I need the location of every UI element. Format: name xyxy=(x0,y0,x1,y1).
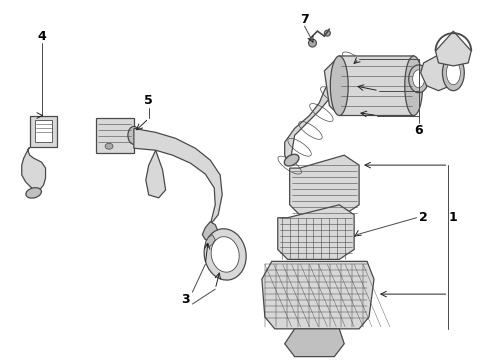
Ellipse shape xyxy=(204,229,246,280)
Ellipse shape xyxy=(324,30,330,36)
Polygon shape xyxy=(22,147,46,192)
Text: 2: 2 xyxy=(419,211,428,224)
Ellipse shape xyxy=(413,70,425,88)
Ellipse shape xyxy=(330,56,348,116)
Text: 4: 4 xyxy=(37,30,46,42)
Polygon shape xyxy=(278,205,354,260)
Ellipse shape xyxy=(309,39,317,47)
Ellipse shape xyxy=(446,61,460,85)
Polygon shape xyxy=(205,235,215,247)
Text: 7: 7 xyxy=(300,13,309,26)
Polygon shape xyxy=(285,59,354,165)
Ellipse shape xyxy=(105,143,113,149)
Polygon shape xyxy=(436,31,471,66)
Ellipse shape xyxy=(442,55,465,91)
Text: 5: 5 xyxy=(145,94,153,107)
Polygon shape xyxy=(262,261,374,329)
Polygon shape xyxy=(134,129,222,225)
Text: 3: 3 xyxy=(181,293,190,306)
Ellipse shape xyxy=(211,237,239,272)
Bar xyxy=(96,118,134,153)
Polygon shape xyxy=(146,150,166,198)
Polygon shape xyxy=(202,222,218,242)
Text: 1: 1 xyxy=(449,211,458,224)
Polygon shape xyxy=(290,155,359,215)
Polygon shape xyxy=(420,56,453,91)
Text: 6: 6 xyxy=(415,124,423,137)
Bar xyxy=(35,121,52,142)
Ellipse shape xyxy=(409,65,429,93)
Bar xyxy=(30,116,57,147)
Ellipse shape xyxy=(345,61,358,71)
Ellipse shape xyxy=(284,154,299,166)
Polygon shape xyxy=(324,56,424,116)
Ellipse shape xyxy=(405,56,422,116)
Ellipse shape xyxy=(26,188,42,198)
Ellipse shape xyxy=(128,126,140,144)
Polygon shape xyxy=(285,329,344,357)
